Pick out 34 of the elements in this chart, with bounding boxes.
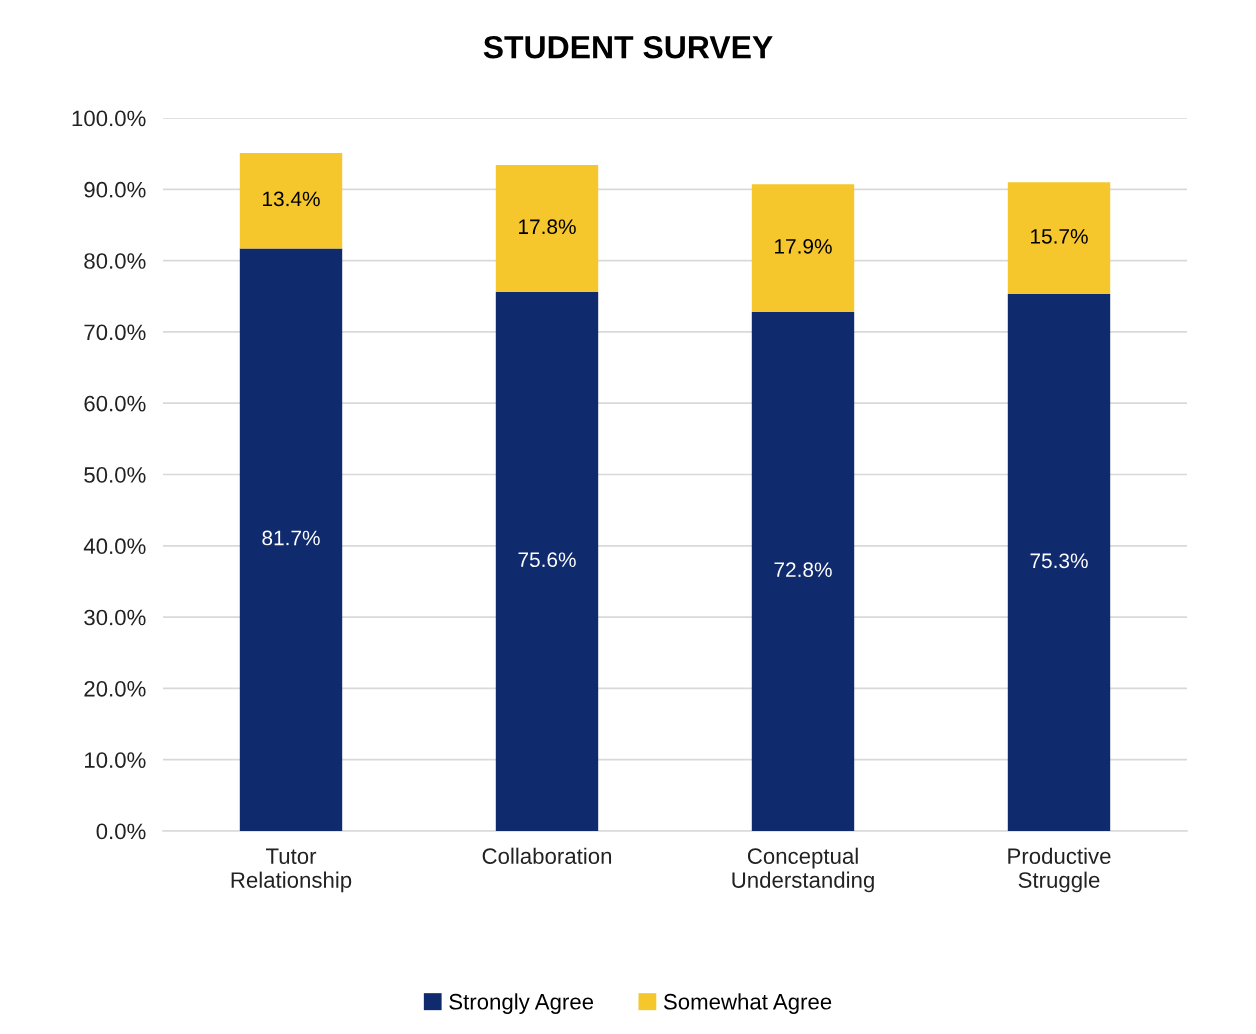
- data-label: 81.7%: [262, 530, 320, 546]
- bar: [1007, 294, 1111, 831]
- legend-label: Strongly Agree: [449, 993, 594, 1014]
- x-tick-label: Conceptual Understanding: [732, 847, 874, 893]
- y-tick-label: 40.0%: [83, 538, 146, 555]
- bar: [1007, 182, 1111, 295]
- bar: [495, 165, 599, 292]
- y-tick-label: 80.0%: [84, 253, 146, 269]
- data-label: 15.7%: [1031, 229, 1088, 244]
- y-tick-label: 50.0%: [84, 467, 146, 483]
- y-tick-label: 20.0%: [84, 680, 146, 697]
- x-tick-label: Tutor Relationship: [231, 848, 352, 893]
- data-label: 17.9%: [775, 238, 832, 254]
- y-tick-label: 10.0%: [85, 752, 146, 768]
- x-tick-label: Collaboration: [482, 847, 612, 864]
- bar: [239, 248, 343, 831]
- y-tick-label: 60.0%: [84, 395, 146, 412]
- data-label: 17.8%: [519, 219, 576, 235]
- bar: [751, 311, 855, 831]
- y-tick-label: 100.0%: [72, 110, 146, 127]
- data-label: 75.6%: [518, 552, 576, 568]
- y-tick-label: 30.0%: [84, 609, 146, 626]
- y-tick-label: 70.0%: [84, 324, 146, 341]
- y-tick-label: 90.0%: [84, 181, 146, 198]
- bar: [495, 291, 599, 831]
- bar: [751, 184, 855, 312]
- data-label: 13.4%: [263, 191, 320, 207]
- x-tick-label: Productive Struggle: [1008, 847, 1111, 893]
- legend-label: Somewhat Agree: [663, 993, 832, 1014]
- data-label: 75.3%: [1030, 553, 1088, 569]
- bar: [239, 152, 343, 249]
- data-label: 72.8%: [774, 562, 832, 578]
- chart-title: STUDENT SURVEY: [483, 35, 773, 59]
- y-tick-label: 0.0%: [96, 823, 146, 840]
